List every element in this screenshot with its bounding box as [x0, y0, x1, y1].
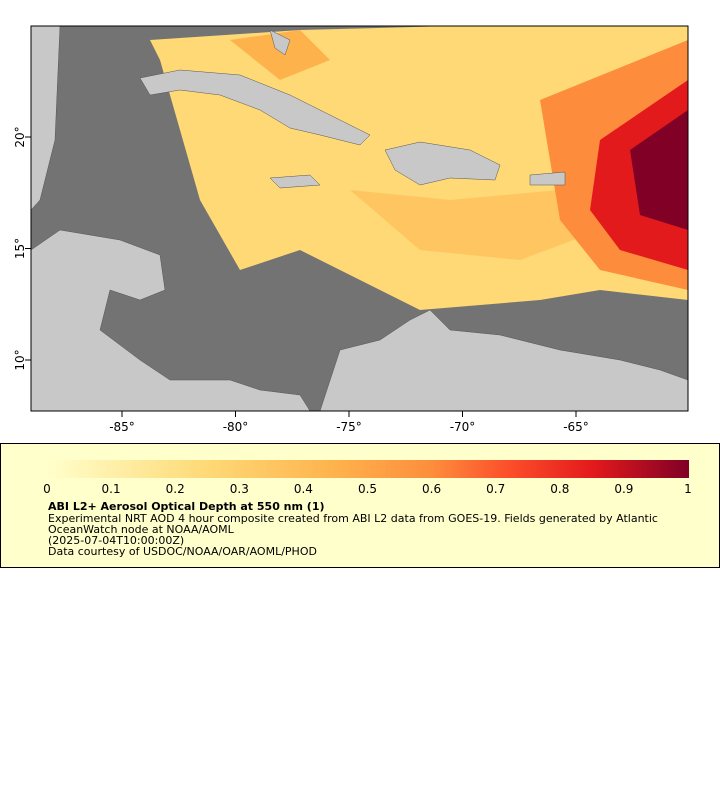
land: [269, 174, 321, 189]
colorbar-label: 0.2: [166, 482, 185, 496]
colorbar-label: 0.5: [358, 482, 377, 496]
colorbar-label: 0.4: [294, 482, 313, 496]
colorbar-label: 0.9: [614, 482, 633, 496]
lon-label: -75°: [336, 420, 362, 434]
land: [139, 69, 371, 146]
lon-label: -80°: [223, 420, 249, 434]
lat-label: 20°: [13, 126, 27, 147]
land: [529, 171, 566, 186]
aerosol: [630, 110, 688, 230]
colorbar-label: 1: [684, 482, 692, 496]
legend-line: Experimental NRT AOD 4 hour composite cr…: [48, 512, 658, 525]
legend-line: Data courtesy of USDOC/NOAA/OAR/AOML/PHO…: [48, 545, 317, 558]
land: [31, 229, 311, 411]
lon-label: -65°: [563, 420, 589, 434]
legend-title: ABI L2+ Aerosol Optical Depth at 550 nm …: [48, 500, 325, 513]
colorbar-label: 0: [43, 482, 51, 496]
lon-label: -85°: [109, 420, 135, 434]
legend-line: (2025-07-04T10:00:00Z): [48, 534, 184, 547]
lat-label: 10°: [13, 349, 27, 370]
land: [319, 309, 688, 411]
colorbar-label: 0.3: [230, 482, 249, 496]
colorbar-label: 0.1: [102, 482, 121, 496]
aerosol: [230, 30, 330, 80]
colorbar-label: 0.7: [486, 482, 505, 496]
map-frame: [30, 25, 689, 412]
aerosol: [350, 190, 600, 260]
land: [384, 141, 501, 186]
legend-line: OceanWatch node at NOAA/AOML: [48, 523, 235, 536]
land: [269, 29, 291, 56]
land: [31, 26, 61, 211]
colorbar-label: 0.8: [550, 482, 569, 496]
map: [31, 26, 688, 411]
colorbar-label: 0.6: [422, 482, 441, 496]
colorbar: [47, 460, 689, 478]
lon-label: -70°: [450, 420, 476, 434]
lat-label: 15°: [13, 238, 27, 259]
